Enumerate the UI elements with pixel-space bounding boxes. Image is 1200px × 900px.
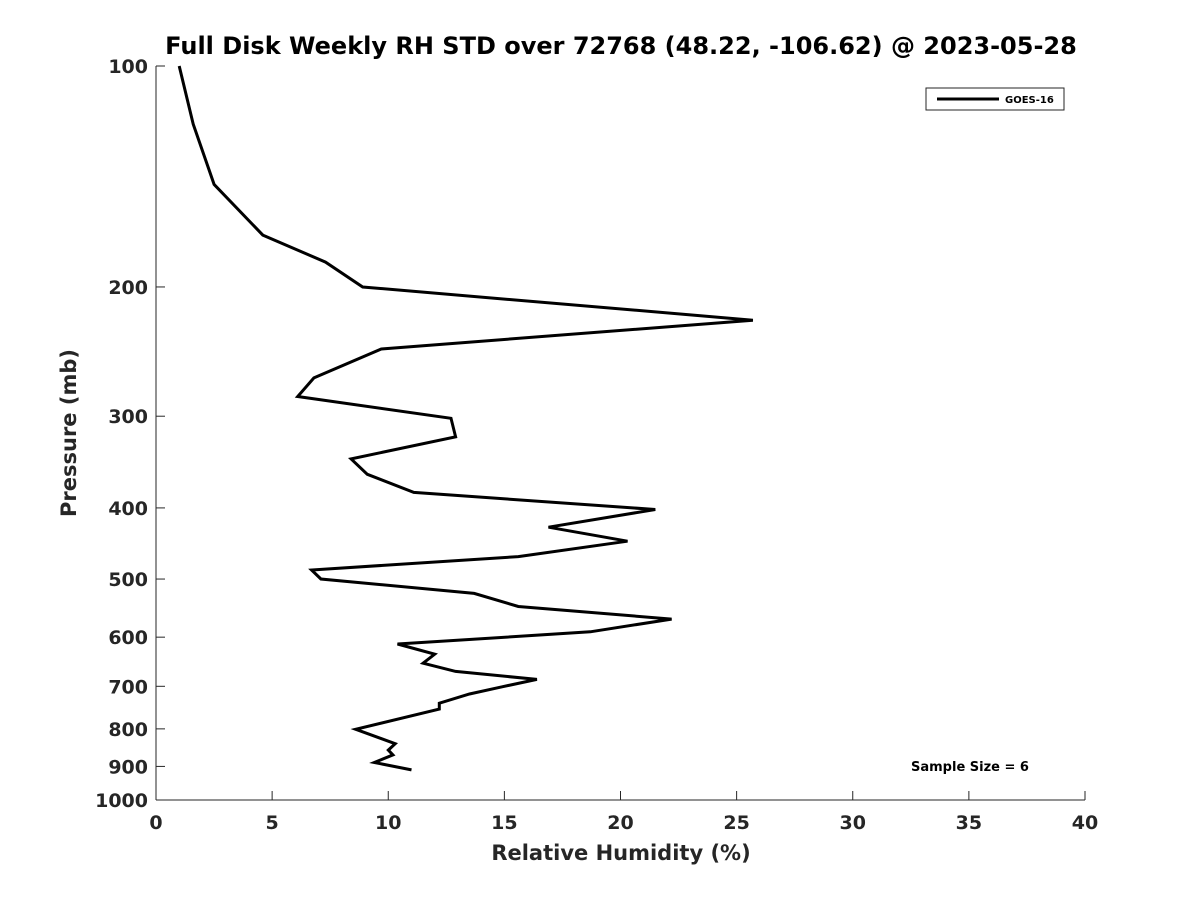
x-tick-label: 15 <box>491 812 517 834</box>
y-axis-label: Pressure (mb) <box>57 349 81 517</box>
chart-title: Full Disk Weekly RH STD over 72768 (48.2… <box>165 32 1077 60</box>
y-tick-label: 600 <box>108 627 148 649</box>
x-tick-label: 40 <box>1072 812 1098 834</box>
y-tick-label: 1000 <box>95 790 148 812</box>
legend: GOES-16 <box>925 87 1065 111</box>
y-tick-label: 800 <box>108 719 148 741</box>
y-tick-label: 400 <box>108 498 148 520</box>
y-tick-label: 900 <box>108 756 148 778</box>
y-tick-label: 500 <box>108 569 148 591</box>
y-tick-label: 100 <box>108 56 148 78</box>
x-tick-label: 35 <box>956 812 982 834</box>
x-tick-label: 0 <box>149 812 162 834</box>
series-line-goes16 <box>177 65 754 772</box>
legend-entry-goes16: GOES-16 <box>1005 95 1054 106</box>
x-axis-label: Relative Humidity (%) <box>491 841 750 865</box>
x-tick-label: 5 <box>266 812 279 834</box>
x-tick-label: 20 <box>607 812 633 834</box>
axes <box>155 66 1085 801</box>
y-tick-label: 200 <box>108 277 148 299</box>
sample-size-annotation: Sample Size = 6 <box>911 760 1029 775</box>
y-tick-label: 700 <box>108 676 148 698</box>
ticks: 0 5 10 15 20 25 30 35 40 100 200 300 400 500 600 700 800… <box>95 56 1098 834</box>
series <box>177 65 754 772</box>
x-tick-label: 30 <box>840 812 866 834</box>
y-tick-label: 300 <box>108 406 148 428</box>
x-tick-label: 10 <box>375 812 401 834</box>
x-tick-label: 25 <box>723 812 749 834</box>
